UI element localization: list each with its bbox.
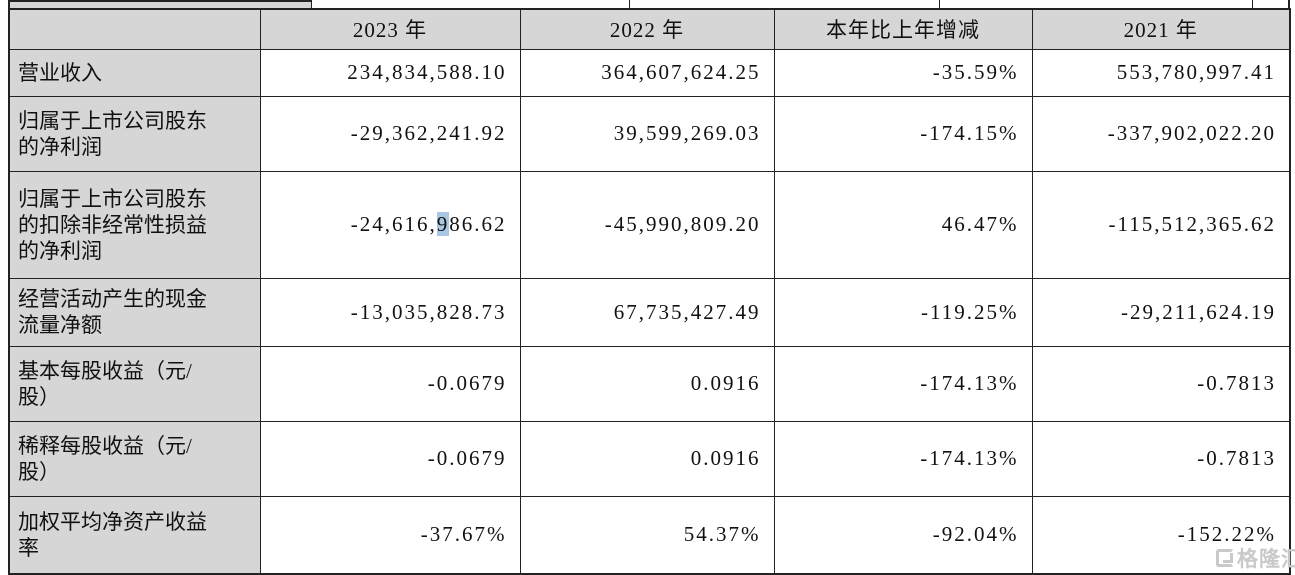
remnant-gray-cell xyxy=(10,0,312,8)
value-cell-y2023: -0.0679 xyxy=(259,345,521,422)
remnant-border-tick xyxy=(1252,0,1253,8)
row-label-cell: 经营活动产生的现金 流量净额 xyxy=(8,277,261,347)
table-body: 营业收入 234,834,588.10 364,607,624.25 -35.59% 5… xyxy=(8,48,1291,575)
value-cell-change: -92.04% xyxy=(773,495,1033,575)
value-cell-y2021: 553,780,997.41 xyxy=(1031,48,1291,97)
value-cell-y2021: -0.7813 xyxy=(1031,420,1291,497)
value-cell-y2022: 54.37% xyxy=(519,495,775,575)
remnant-border-tick xyxy=(629,0,630,8)
gelonghui-logo-icon xyxy=(1216,549,1234,567)
value-cell-change: -174.13% xyxy=(773,345,1033,422)
financial-summary-table: 2023 年 2022 年本年比上年增减 2021 年 营业收入 234,834,58… xyxy=(8,8,1291,575)
value-cell-change: -119.25% xyxy=(773,277,1033,347)
header-row: 2023 年 2022 年本年比上年增减 2021 年 xyxy=(8,8,1291,50)
value-cell-change: 46.47% xyxy=(773,170,1033,279)
column-header-y2021: 2021 年 xyxy=(1031,8,1291,50)
row-label-cell: 稀释每股收益（元/ 股） xyxy=(8,420,261,497)
value-cell-y2021: -115,512,365.62 xyxy=(1031,170,1291,279)
table-row: 归属于上市公司股东 的扣除非经常性损益 的净利润 -24,616,986.62 -4… xyxy=(8,170,1291,279)
value-cell-change: -174.13% xyxy=(773,420,1033,497)
value-cell-y2023: -13,035,828.73 xyxy=(259,277,521,347)
table-row: 经营活动产生的现金 流量净额 -13,035,828.73 67,735,427.4… xyxy=(8,277,1291,347)
value-cell-y2021: -0.7813 xyxy=(1031,345,1291,422)
value-cell-y2022: 0.0916 xyxy=(519,345,775,422)
value-cell-y2022: 39,599,269.03 xyxy=(519,95,775,172)
column-header-y2022: 2022 年 xyxy=(519,8,775,50)
previous-row-remnant xyxy=(8,0,1290,8)
value-cell-y2022: -45,990,809.20 xyxy=(519,170,775,279)
selected-text: 9 xyxy=(436,212,450,236)
value-cell-y2022: 0.0916 xyxy=(519,420,775,497)
row-label-cell: 归属于上市公司股东 的净利润 xyxy=(8,95,261,172)
value-cell-y2023: -24,616,986.62 xyxy=(259,170,521,279)
row-label-cell: 营业收入 xyxy=(8,48,261,97)
value-cell-y2022: 67,735,427.49 xyxy=(519,277,775,347)
remnant-border-tick xyxy=(939,0,940,8)
value-cell-y2021: -152.22% xyxy=(1031,495,1291,575)
value-text: 86.62 xyxy=(449,212,507,236)
table-row: 归属于上市公司股东 的净利润 -29,362,241.92 39,599,269.0… xyxy=(8,95,1291,172)
value-cell-change: -35.59% xyxy=(773,48,1033,97)
value-cell-change: -174.15% xyxy=(773,95,1033,172)
gelonghui-watermark: 格隆汇 xyxy=(1216,543,1295,573)
watermark-text: 格隆汇 xyxy=(1237,548,1295,571)
table-row: 营业收入 234,834,588.10 364,607,624.25 -35.59% 5… xyxy=(8,48,1291,97)
value-cell-y2023: -37.67% xyxy=(259,495,521,575)
value-cell-y2023: -29,362,241.92 xyxy=(259,95,521,172)
table-row: 加权平均净资产收益 率 -37.67% 54.37% -92.04% -152.22% xyxy=(8,495,1291,575)
value-cell-y2021: -337,902,022.20 xyxy=(1031,95,1291,172)
column-header-y2023: 2023 年 xyxy=(259,8,521,50)
value-cell-y2021: -29,211,624.19 xyxy=(1031,277,1291,347)
value-cell-y2022: 364,607,624.25 xyxy=(519,48,775,97)
table-row: 基本每股收益（元/ 股） -0.0679 0.0916 -174.13% -0.7813 xyxy=(8,345,1291,422)
row-label-cell: 加权平均净资产收益 率 xyxy=(8,495,261,575)
value-cell-y2023: -0.0679 xyxy=(259,420,521,497)
financial-summary: 2023 年 2022 年本年比上年增减 2021 年 营业收入 234,834,58… xyxy=(8,0,1291,575)
column-header-label xyxy=(8,8,261,50)
row-label-cell: 基本每股收益（元/ 股） xyxy=(8,345,261,422)
table-row: 稀释每股收益（元/ 股） -0.0679 0.0916 -174.13% -0.7813 xyxy=(8,420,1291,497)
column-header-change: 本年比上年增减 xyxy=(773,8,1033,50)
value-text: -24,616, xyxy=(350,212,437,236)
value-cell-y2023: 234,834,588.10 xyxy=(259,48,521,97)
row-label-cell: 归属于上市公司股东 的扣除非经常性损益 的净利润 xyxy=(8,170,261,279)
